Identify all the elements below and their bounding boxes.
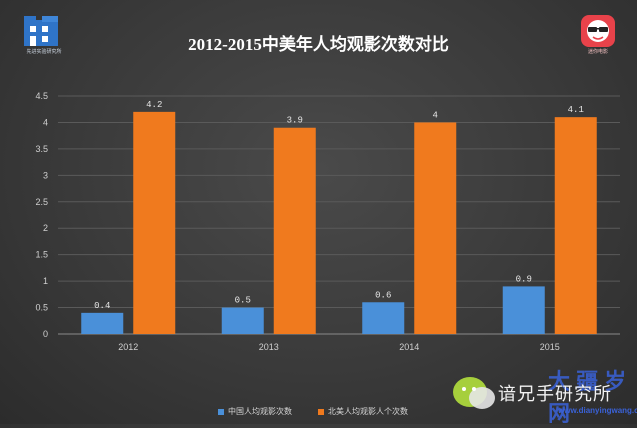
data-label: 3.9 — [287, 116, 303, 126]
y-tick-label: 2 — [43, 223, 48, 233]
bar-china — [221, 307, 264, 334]
data-label: 0.4 — [94, 301, 110, 311]
y-tick-label: 3.5 — [35, 144, 48, 154]
brand-logo-right: 迷你电影 — [580, 14, 616, 58]
y-tick-label: 2.5 — [35, 197, 48, 207]
watermark-account-name: 谙兄手研究所 — [498, 384, 612, 404]
legend-label-china: 中国人均观影次数 — [228, 407, 292, 416]
chat-bubble-icon — [453, 377, 495, 409]
y-tick-label: 3 — [43, 170, 48, 180]
bar-north-america — [273, 127, 316, 334]
legend-item-china: 中国人均观影次数 — [218, 406, 292, 417]
bar-china — [362, 302, 405, 334]
legend-swatch-north-america — [318, 408, 324, 415]
data-label: 4 — [433, 110, 438, 120]
chart-title: 2012-2015中美年人均观影次数对比 — [188, 35, 449, 54]
watermark-brand: 大 疆 岁 网 — [548, 369, 627, 426]
data-label: 0.6 — [375, 290, 391, 300]
x-tick-label: 2015 — [540, 342, 560, 352]
legend-label-north-america: 北美人均观影人个次数 — [328, 407, 408, 416]
left-logo-caption: 先进实验研究所 — [26, 49, 62, 55]
x-tick-label: 2013 — [259, 342, 279, 352]
account-watermark: 大 疆 岁 网 谙兄手研究所 www.dianyingwang.com — [448, 369, 637, 426]
x-tick-label: 2014 — [399, 342, 419, 352]
bar-china — [81, 312, 124, 334]
watermark-url: www.dianyingwang.com — [558, 406, 637, 415]
legend-item-north-america: 北美人均观影人个次数 — [318, 406, 408, 417]
y-tick-label: 4.5 — [35, 91, 48, 101]
y-tick-label: 4 — [43, 117, 48, 127]
y-tick-label: 1 — [43, 276, 48, 286]
y-tick-label: 0 — [43, 329, 48, 339]
data-label: 0.9 — [516, 274, 532, 284]
bar-north-america — [554, 117, 597, 335]
bar-north-america — [414, 122, 457, 334]
chart-legend: 中国人均观影次数 北美人均观影人个次数 — [218, 406, 408, 417]
data-label: 4.1 — [568, 105, 584, 115]
data-label: 0.5 — [235, 296, 251, 306]
bar-north-america — [133, 111, 176, 334]
y-tick-label: 1.5 — [35, 250, 48, 260]
legend-swatch-china — [218, 408, 224, 415]
data-label: 4.2 — [146, 100, 162, 110]
right-logo-caption: 迷你电影 — [587, 49, 608, 55]
bar-china — [502, 286, 545, 334]
building-logo-icon — [24, 16, 58, 46]
y-tick-label: 0.5 — [35, 303, 48, 313]
brand-logo-left: 先进实验研究所 — [14, 14, 74, 62]
x-tick-label: 2012 — [118, 342, 138, 352]
face-with-glasses-icon — [581, 15, 615, 47]
